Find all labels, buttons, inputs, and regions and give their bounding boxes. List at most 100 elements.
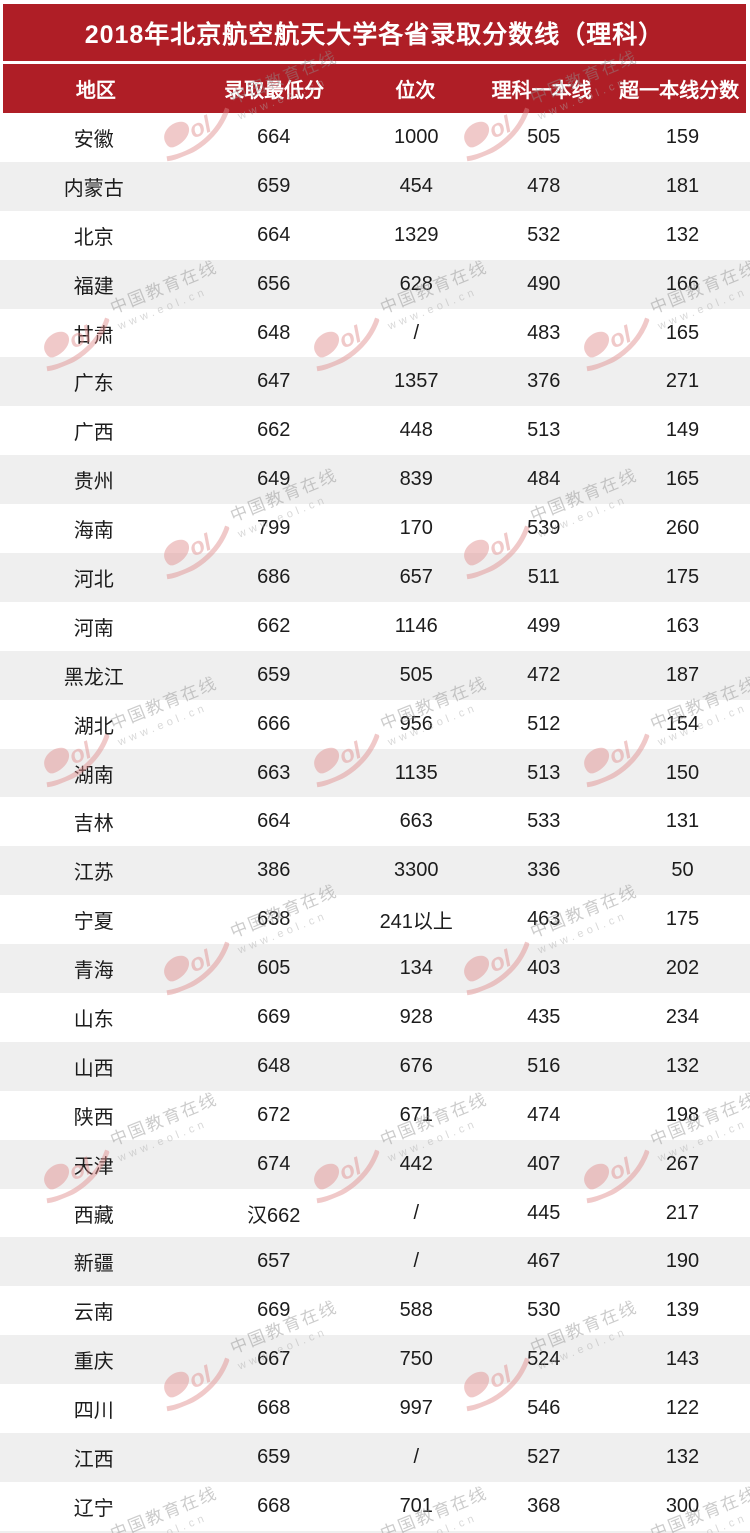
above-tier1-cell: 202 bbox=[665, 957, 700, 980]
above-tier1-cell: 260 bbox=[665, 517, 700, 540]
rank-cell: 588 bbox=[399, 1299, 433, 1322]
table-row: 广西 662 448 513 149 bbox=[0, 406, 750, 456]
region-cell: 云南 bbox=[73, 1302, 114, 1325]
tier1-line-cell: 512 bbox=[527, 712, 561, 735]
tier1-line-cell: 513 bbox=[527, 419, 561, 442]
region-cell: 河南 bbox=[73, 617, 114, 640]
above-tier1-cell: 122 bbox=[665, 1397, 700, 1420]
tier1-line-cell: 474 bbox=[527, 1103, 561, 1126]
above-tier1-cell: 267 bbox=[665, 1152, 700, 1175]
rank-cell: 657 bbox=[399, 565, 433, 588]
tier1-line-cell: 403 bbox=[527, 957, 561, 980]
column-header-region: 地区 bbox=[75, 80, 116, 102]
region-cell: 重庆 bbox=[73, 1351, 114, 1374]
tier1-line-cell: 483 bbox=[527, 321, 561, 344]
region-cell: 内蒙古 bbox=[63, 177, 124, 200]
rank-cell: / bbox=[413, 1250, 420, 1273]
table-row: 吉林 664 663 533 131 bbox=[0, 797, 750, 847]
above-tier1-cell: 300 bbox=[665, 1494, 700, 1517]
table-row: 云南 669 588 530 139 bbox=[0, 1286, 750, 1336]
rank-cell: 928 bbox=[399, 1005, 433, 1028]
min-score-cell: 605 bbox=[257, 957, 291, 980]
tier1-line-cell: 478 bbox=[527, 174, 561, 197]
tier1-line-cell: 435 bbox=[527, 1005, 561, 1028]
above-tier1-cell: 132 bbox=[665, 1054, 700, 1077]
tier1-line-cell: 539 bbox=[527, 517, 561, 540]
tier1-line-cell: 511 bbox=[527, 565, 560, 588]
rank-cell: 671 bbox=[399, 1103, 433, 1126]
table-header-row: 地区 录取最低分 位次 理科一本线 超一本线分数 bbox=[3, 64, 746, 113]
above-tier1-cell: 132 bbox=[665, 223, 700, 246]
above-tier1-cell: 132 bbox=[665, 1445, 700, 1468]
tier1-line-cell: 527 bbox=[527, 1445, 561, 1468]
above-tier1-cell: 143 bbox=[665, 1348, 700, 1371]
table-row: 重庆 667 750 524 143 bbox=[0, 1335, 750, 1385]
min-score-cell: 664 bbox=[257, 125, 291, 148]
table-row: 宁夏 638 241以上 463 175 bbox=[0, 895, 750, 945]
above-tier1-cell: 131 bbox=[665, 810, 700, 833]
tier1-line-cell: 546 bbox=[527, 1397, 561, 1420]
table-row: 安徽 664 1000 505 159 bbox=[0, 113, 750, 162]
region-cell: 甘肃 bbox=[73, 324, 114, 347]
above-tier1-cell: 181 bbox=[665, 174, 700, 197]
tier1-line-cell: 376 bbox=[527, 370, 561, 393]
region-cell: 湖南 bbox=[73, 764, 114, 787]
table-row: 湖南 663 1135 513 150 bbox=[0, 748, 750, 798]
above-tier1-cell: 175 bbox=[665, 565, 700, 588]
rank-cell: 448 bbox=[399, 419, 433, 442]
region-cell: 湖北 bbox=[73, 715, 114, 738]
table-row: 山西 648 676 516 132 bbox=[0, 1041, 750, 1091]
region-cell: 陕西 bbox=[73, 1106, 114, 1129]
tier1-line-cell: 336 bbox=[527, 859, 561, 882]
above-tier1-cell: 198 bbox=[665, 1103, 700, 1126]
rank-cell: 170 bbox=[399, 517, 433, 540]
table-row: 黑龙江 659 505 472 187 bbox=[0, 650, 750, 700]
tier1-line-cell: 407 bbox=[527, 1152, 561, 1175]
table-row: 河南 662 1146 499 163 bbox=[0, 601, 750, 651]
min-score-cell: 662 bbox=[257, 419, 291, 442]
rank-cell: 134 bbox=[399, 957, 433, 980]
page-title: 2018年北京航空航天大学各省录取分数线（理科） bbox=[3, 4, 746, 61]
rank-cell: 3300 bbox=[394, 859, 439, 882]
min-score-cell: 667 bbox=[257, 1348, 291, 1371]
above-tier1-cell: 149 bbox=[665, 419, 700, 442]
table-row: 河北 686 657 511 175 bbox=[0, 553, 750, 602]
tier1-line-cell: 505 bbox=[527, 125, 561, 148]
tier1-line-cell: 513 bbox=[527, 761, 561, 784]
min-score-cell: 386 bbox=[257, 859, 291, 882]
table-row: 四川 668 997 546 122 bbox=[0, 1384, 750, 1434]
min-score-cell: 638 bbox=[257, 908, 291, 931]
region-cell: 安徽 bbox=[73, 128, 114, 151]
tier1-line-cell: 472 bbox=[527, 663, 561, 686]
rank-cell: 241以上 bbox=[379, 911, 453, 934]
rank-cell: 505 bbox=[399, 663, 433, 686]
table-row: 贵州 649 839 484 165 bbox=[0, 455, 750, 505]
region-cell: 江西 bbox=[73, 1448, 114, 1471]
rank-cell: 628 bbox=[399, 272, 433, 295]
column-header-min-score: 录取最低分 bbox=[224, 80, 325, 102]
rank-cell: 956 bbox=[399, 712, 433, 735]
table-row: 福建 656 628 490 166 bbox=[0, 259, 750, 309]
tier1-line-cell: 368 bbox=[527, 1494, 561, 1517]
table-row: 北京 664 1329 532 132 bbox=[0, 210, 750, 260]
table-row: 湖北 666 956 512 154 bbox=[0, 699, 750, 749]
above-tier1-cell: 165 bbox=[665, 321, 700, 344]
min-score-cell: 668 bbox=[257, 1494, 291, 1517]
column-header-tier1-line: 理科一本线 bbox=[491, 80, 592, 102]
region-cell: 宁夏 bbox=[73, 911, 114, 934]
rank-cell: 454 bbox=[399, 174, 433, 197]
region-cell: 海南 bbox=[73, 520, 114, 543]
table-row: 辽宁 668 701 368 300 bbox=[0, 1481, 750, 1531]
above-tier1-cell: 217 bbox=[665, 1201, 700, 1224]
region-cell: 福建 bbox=[73, 275, 114, 298]
table-row: 青海 605 134 403 202 bbox=[0, 944, 750, 994]
above-tier1-cell: 50 bbox=[671, 859, 694, 882]
above-tier1-cell: 187 bbox=[665, 663, 700, 686]
above-tier1-cell: 154 bbox=[665, 712, 700, 735]
table-row: 江苏 386 3300 336 50 bbox=[0, 846, 750, 896]
min-score-cell: 664 bbox=[257, 223, 291, 246]
min-score-cell: 648 bbox=[257, 1054, 291, 1077]
region-cell: 山西 bbox=[73, 1057, 114, 1080]
min-score-cell: 669 bbox=[257, 1005, 291, 1028]
